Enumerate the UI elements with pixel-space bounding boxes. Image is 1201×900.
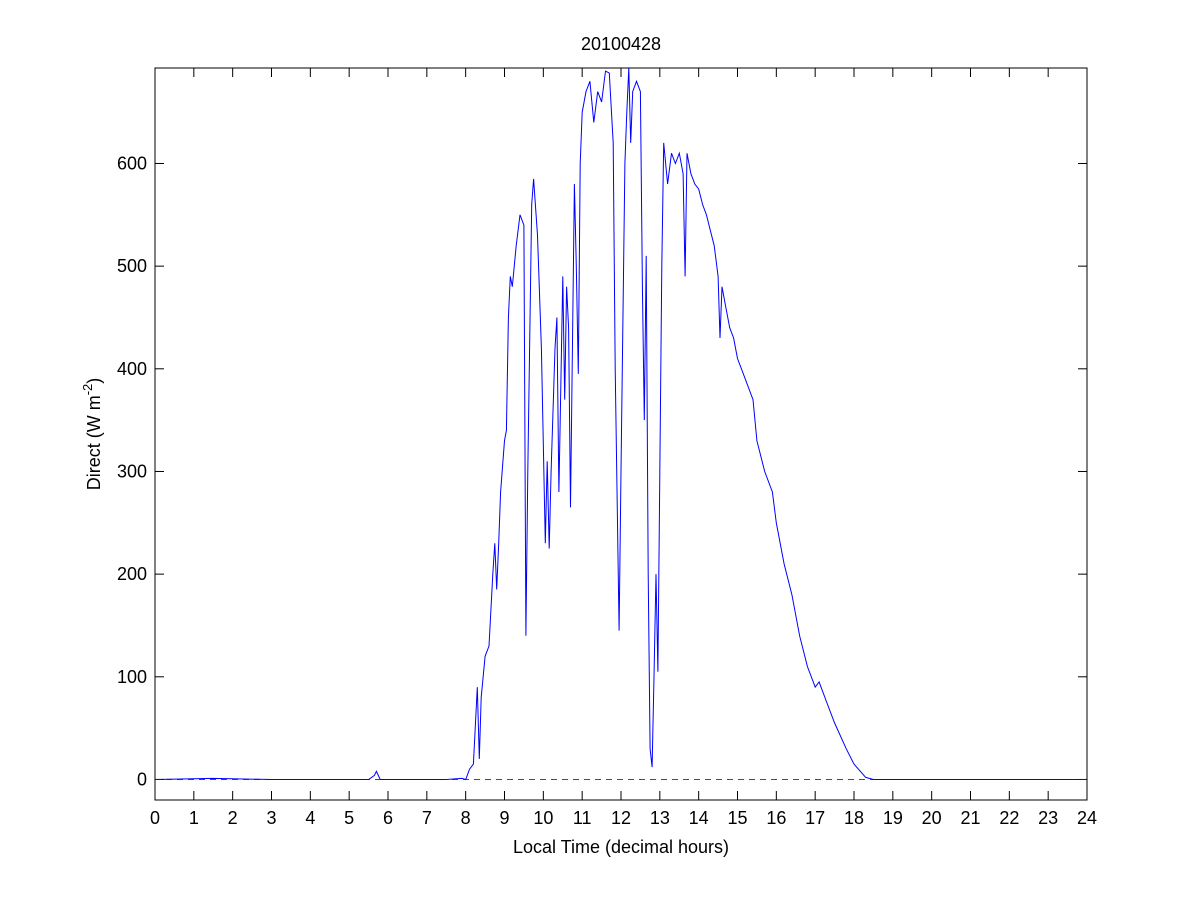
x-tick-label: 4 bbox=[305, 808, 315, 828]
x-tick-label: 16 bbox=[766, 808, 786, 828]
y-label-text: Direct (W m bbox=[84, 395, 104, 490]
x-tick-label: 22 bbox=[999, 808, 1019, 828]
x-tick-label: 13 bbox=[650, 808, 670, 828]
x-tick-label: 24 bbox=[1077, 808, 1097, 828]
x-tick-label: 3 bbox=[266, 808, 276, 828]
y-label-end: ) bbox=[84, 378, 104, 384]
x-tick-label: 20 bbox=[922, 808, 942, 828]
data-line bbox=[154, 67, 1087, 781]
y-tick-label: 200 bbox=[117, 564, 147, 584]
y-tick-label: 0 bbox=[137, 769, 147, 789]
x-tick-label: 10 bbox=[533, 808, 553, 828]
x-tick-label: 1 bbox=[189, 808, 199, 828]
x-tick-label: 12 bbox=[611, 808, 631, 828]
x-tick-label: 21 bbox=[960, 808, 980, 828]
y-tick-label: 600 bbox=[117, 153, 147, 173]
x-tick-label: 7 bbox=[422, 808, 432, 828]
x-tick-label: 11 bbox=[573, 808, 592, 828]
x-tick-label: 19 bbox=[883, 808, 903, 828]
x-tick-label: 5 bbox=[344, 808, 354, 828]
x-tick-label: 14 bbox=[689, 808, 709, 828]
y-axis-label: Direct (W m-2) bbox=[80, 378, 104, 491]
x-tick-label: 9 bbox=[499, 808, 509, 828]
x-tick-label: 6 bbox=[383, 808, 393, 828]
y-tick-label: 400 bbox=[117, 359, 147, 379]
x-tick-label: 2 bbox=[228, 808, 238, 828]
chart-title: 20100428 bbox=[581, 34, 661, 54]
y-tick-label: 500 bbox=[117, 256, 147, 276]
plot-frame bbox=[154, 67, 1088, 801]
x-axis-label: Local Time (decimal hours) bbox=[513, 837, 729, 857]
x-tick-label: 23 bbox=[1038, 808, 1058, 828]
y-tick-label: 100 bbox=[117, 667, 147, 687]
x-tick-label: 0 bbox=[150, 808, 160, 828]
y-label-sup: -2 bbox=[80, 384, 95, 396]
x-tick-label: 15 bbox=[727, 808, 747, 828]
y-tick-label: 300 bbox=[117, 461, 147, 481]
x-tick-label: 17 bbox=[805, 808, 825, 828]
x-tick-label: 8 bbox=[461, 808, 471, 828]
x-tick-label: 18 bbox=[844, 808, 864, 828]
